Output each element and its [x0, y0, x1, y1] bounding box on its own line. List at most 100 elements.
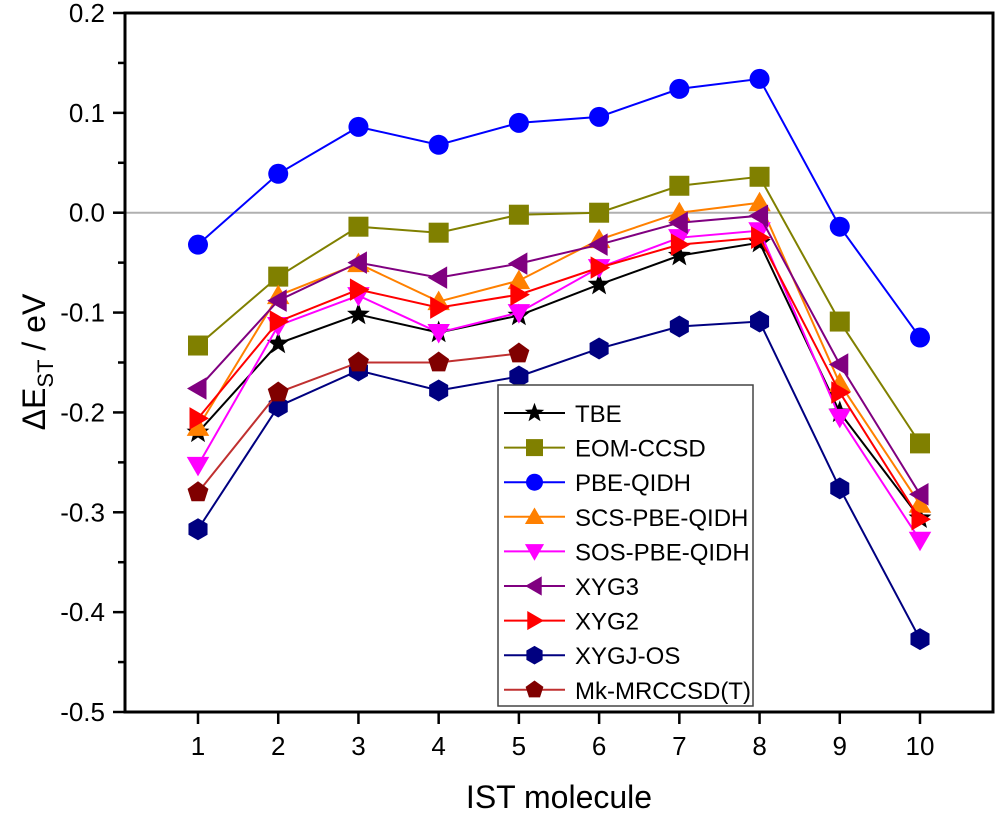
data-point-mk-mrccsd-t — [267, 381, 289, 402]
data-point-xyg2 — [590, 256, 611, 279]
data-point-xyg2 — [751, 226, 771, 249]
x-tick-label: 6 — [592, 731, 606, 761]
data-point-eom-ccsd — [188, 335, 208, 356]
y-tick-label: 0.0 — [69, 198, 105, 228]
data-point-pbe-qidh — [508, 112, 529, 133]
legend-marker-hexagon — [526, 645, 543, 665]
legend-item-eom-ccsd: EOM-CCSD — [504, 436, 706, 463]
data-point-xyg3 — [267, 289, 287, 312]
legend-label: SCS-PBE-QIDH — [575, 505, 748, 532]
data-point-eom-ccsd — [669, 175, 690, 196]
series-line-tbe — [197, 241, 921, 519]
y-axis-title-subscript: ST — [33, 359, 58, 387]
series-xyg2 — [189, 226, 931, 531]
x-tick-label: 5 — [512, 731, 526, 761]
y-axis-title-unit: / eV — [16, 293, 52, 359]
data-point-xygj-os — [429, 379, 449, 402]
data-point-xyg3 — [748, 204, 769, 227]
legend-label: TBE — [575, 401, 622, 428]
data-point-xygj-os — [589, 337, 609, 360]
data-point-xygj-os — [830, 477, 850, 500]
data-point-sos-pbe-qidh — [186, 456, 210, 477]
x-tick-label: 2 — [271, 731, 285, 761]
series-eom-ccsd — [188, 166, 930, 454]
data-point-xyg3 — [427, 266, 448, 289]
data-point-eom-ccsd — [348, 216, 369, 237]
data-point-xyg3 — [507, 252, 528, 275]
y-tick-label: -0.2 — [60, 397, 105, 427]
data-point-xygj-os — [188, 518, 208, 541]
series-line-xygj-os — [197, 320, 921, 640]
data-point-xyg2 — [510, 283, 530, 306]
data-point-pbe-qidh — [829, 216, 850, 237]
data-point-xyg3 — [347, 251, 367, 274]
data-point-tbe — [266, 331, 290, 354]
ticks: 0.2 0.1 0.0 -0.1 -0.2 -0.3 -0.4 -0.5 1 2 3 4 5 6 7 8 9 10 — [60, 0, 934, 761]
series-line-scs-pbe-qidh — [197, 201, 921, 505]
x-axis-title: IST molecule — [466, 779, 652, 815]
data-point-xyg3 — [828, 353, 849, 376]
legend-item-sos-pbe-qidh: SOS-PBE-QIDH — [504, 539, 750, 566]
series-layer — [186, 68, 932, 651]
data-point-xyg2 — [269, 310, 290, 333]
data-point-sos-pbe-qidh — [427, 324, 450, 344]
data-point-eom-ccsd — [910, 433, 930, 454]
data-point-pbe-qidh — [348, 116, 369, 137]
legend-item-tbe: TBE — [504, 401, 622, 428]
legend-marker-triangle-up — [524, 507, 545, 525]
legend-marker-circle — [526, 473, 543, 491]
x-tick-label: 3 — [351, 731, 365, 761]
x-tick-label: 8 — [752, 731, 766, 761]
data-point-eom-ccsd — [508, 204, 529, 225]
y-tick-label: 0.2 — [69, 0, 105, 28]
data-point-xyg3 — [588, 233, 608, 256]
legend-label: XYGJ-OS — [575, 643, 680, 670]
legend-item-pbe-qidh: PBE-QIDH — [504, 470, 691, 497]
data-point-pbe-qidh — [428, 134, 449, 155]
data-point-pbe-qidh — [669, 78, 690, 99]
legend-item-mk-mrccsd-t: Mk-MRCCSD(T) — [504, 678, 751, 705]
data-point-eom-ccsd — [589, 202, 610, 223]
data-point-xyg2 — [430, 296, 450, 319]
data-point-eom-ccsd — [428, 222, 449, 243]
data-point-sos-pbe-qidh — [507, 304, 531, 324]
series-xyg3 — [187, 204, 929, 506]
data-point-mk-mrccsd-t — [508, 342, 530, 363]
data-point-eom-ccsd — [268, 266, 289, 287]
x-tick-label: 4 — [431, 731, 445, 761]
data-point-scs-pbe-qidh — [507, 269, 531, 290]
data-point-xyg3 — [909, 483, 929, 506]
legend-item-xyg2: XYG2 — [504, 609, 639, 636]
data-point-pbe-qidh — [268, 163, 289, 184]
data-point-pbe-qidh — [589, 106, 610, 127]
data-point-mk-mrccsd-t — [347, 351, 369, 372]
x-tick-label: 7 — [672, 731, 686, 761]
data-point-xygj-os — [910, 628, 930, 651]
data-point-eom-ccsd — [749, 166, 770, 187]
legend-marker-pentagon — [525, 680, 544, 698]
y-tick-label: -0.1 — [60, 298, 105, 328]
legend-item-scs-pbe-qidh: SCS-PBE-QIDH — [504, 505, 748, 532]
data-point-tbe — [667, 243, 691, 266]
y-axis-title: ΔEST / eV — [16, 293, 58, 430]
legend-marker-triangle-right — [527, 611, 544, 631]
legend-label: SOS-PBE-QIDH — [575, 539, 750, 566]
data-point-eom-ccsd — [829, 311, 850, 332]
legend-marker-triangle-down — [524, 544, 545, 561]
data-point-scs-pbe-qidh — [908, 493, 932, 513]
series-line-xyg3 — [197, 214, 921, 495]
data-point-xyg2 — [831, 381, 851, 404]
data-point-pbe-qidh — [910, 327, 930, 348]
data-point-xygj-os — [669, 315, 689, 338]
y-axis-title-main: ΔE — [16, 388, 52, 431]
series-pbe-qidh — [188, 68, 930, 348]
data-point-sos-pbe-qidh — [828, 408, 852, 429]
legend-marker-star — [524, 402, 545, 422]
y-tick-label: -0.5 — [60, 697, 105, 727]
data-point-xygj-os — [509, 365, 529, 388]
series-line-sos-pbe-qidh — [197, 229, 921, 541]
data-point-mk-mrccsd-t — [428, 351, 450, 372]
series-mk-mrccsd-t — [187, 342, 530, 502]
data-point-xyg3 — [187, 377, 207, 400]
data-point-xyg2 — [189, 407, 209, 430]
